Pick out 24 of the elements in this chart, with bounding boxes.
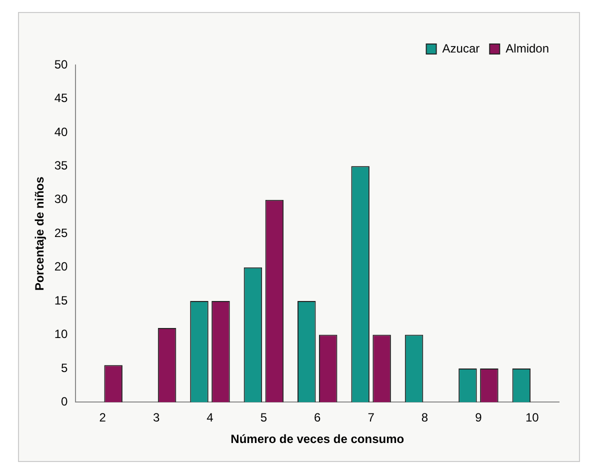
y-tick-label: 30 <box>54 192 68 206</box>
y-axis-title: Porcentaje de niños <box>32 176 47 291</box>
y-tick-label: 0 <box>61 394 68 409</box>
x-axis-title: Número de veces de consumo <box>230 432 404 446</box>
y-tick-label: 15 <box>54 293 68 308</box>
y-tick-label: 50 <box>54 57 68 72</box>
x-tick-label: 9 <box>475 410 482 425</box>
y-tick-label: 25 <box>54 226 68 240</box>
x-tick-label: 4 <box>206 410 214 425</box>
y-tick-label: 35 <box>54 158 68 172</box>
x-tick-label: 3 <box>152 410 160 425</box>
x-tick-label: 8 <box>421 410 428 425</box>
legend-label: Azucar <box>442 41 480 56</box>
x-tick-label: 7 <box>368 410 375 425</box>
y-tick-label: 5 <box>61 360 68 375</box>
x-tick-label: 5 <box>260 410 268 425</box>
x-tick-label: 2 <box>99 410 106 425</box>
x-tick-label: 6 <box>314 410 322 425</box>
y-tick-label: 20 <box>54 260 68 274</box>
legend-label: Almidon <box>506 41 550 56</box>
y-tick-label: 40 <box>54 124 68 139</box>
x-tick-label: 10 <box>525 410 540 425</box>
y-tick-label: 10 <box>54 327 68 342</box>
y-tick-label: 45 <box>54 91 68 106</box>
